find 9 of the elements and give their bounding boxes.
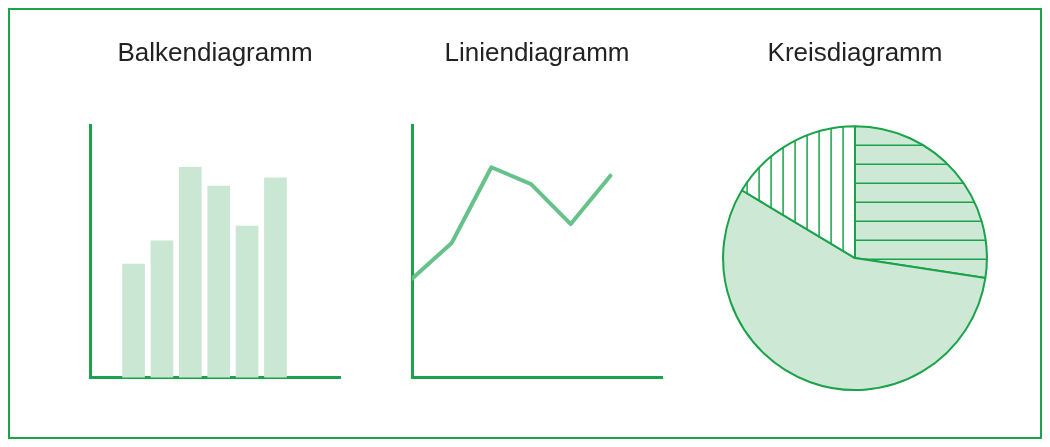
chart-title: Kreisdiagramm — [767, 36, 943, 67]
bar — [264, 177, 287, 378]
chart-title: Balkendiagramm — [117, 36, 313, 67]
bar — [122, 263, 145, 378]
chart-title: Liniendiagramm — [444, 36, 630, 67]
bar — [207, 185, 231, 378]
bar — [235, 225, 259, 378]
bar — [150, 240, 174, 378]
bar — [178, 166, 202, 378]
